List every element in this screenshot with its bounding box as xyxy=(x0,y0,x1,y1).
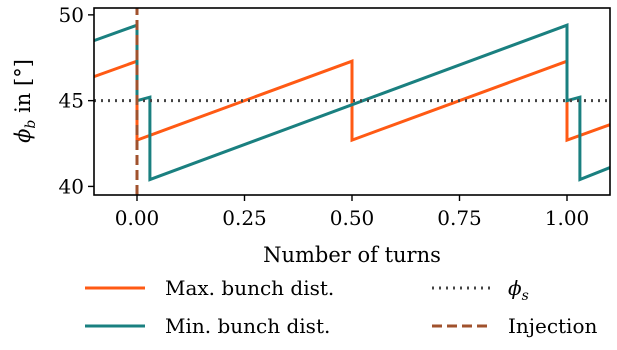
x-tick-label: 0.75 xyxy=(437,206,482,230)
plot-lines xyxy=(93,8,611,195)
legend: Max. bunch dist. Min. bunch dist. ϕs Inj… xyxy=(85,276,597,338)
legend-label-phi-s: ϕs xyxy=(508,276,529,304)
series-min-bunch-dist xyxy=(93,23,611,182)
legend-label-max: Max. bunch dist. xyxy=(165,276,334,300)
x-tick-label: 1.00 xyxy=(545,206,590,230)
y-tick-label: 45 xyxy=(59,89,84,113)
y-axis: 40 45 50 xyxy=(59,3,94,198)
legend-label-min: Min. bunch dist. xyxy=(165,314,330,338)
y-axis-label: ϕb in [°] xyxy=(11,59,39,143)
x-axis-label: Number of turns xyxy=(263,243,441,267)
x-tick-label: 0.50 xyxy=(330,206,375,230)
x-tick-label: 0.25 xyxy=(222,206,267,230)
legend-label-injection: Injection xyxy=(508,314,597,338)
y-tick-label: 50 xyxy=(59,3,84,27)
y-tick-label: 40 xyxy=(59,174,84,198)
x-axis: 0.00 0.25 0.50 0.75 1.00 xyxy=(115,195,590,230)
x-tick-label: 0.00 xyxy=(115,206,160,230)
